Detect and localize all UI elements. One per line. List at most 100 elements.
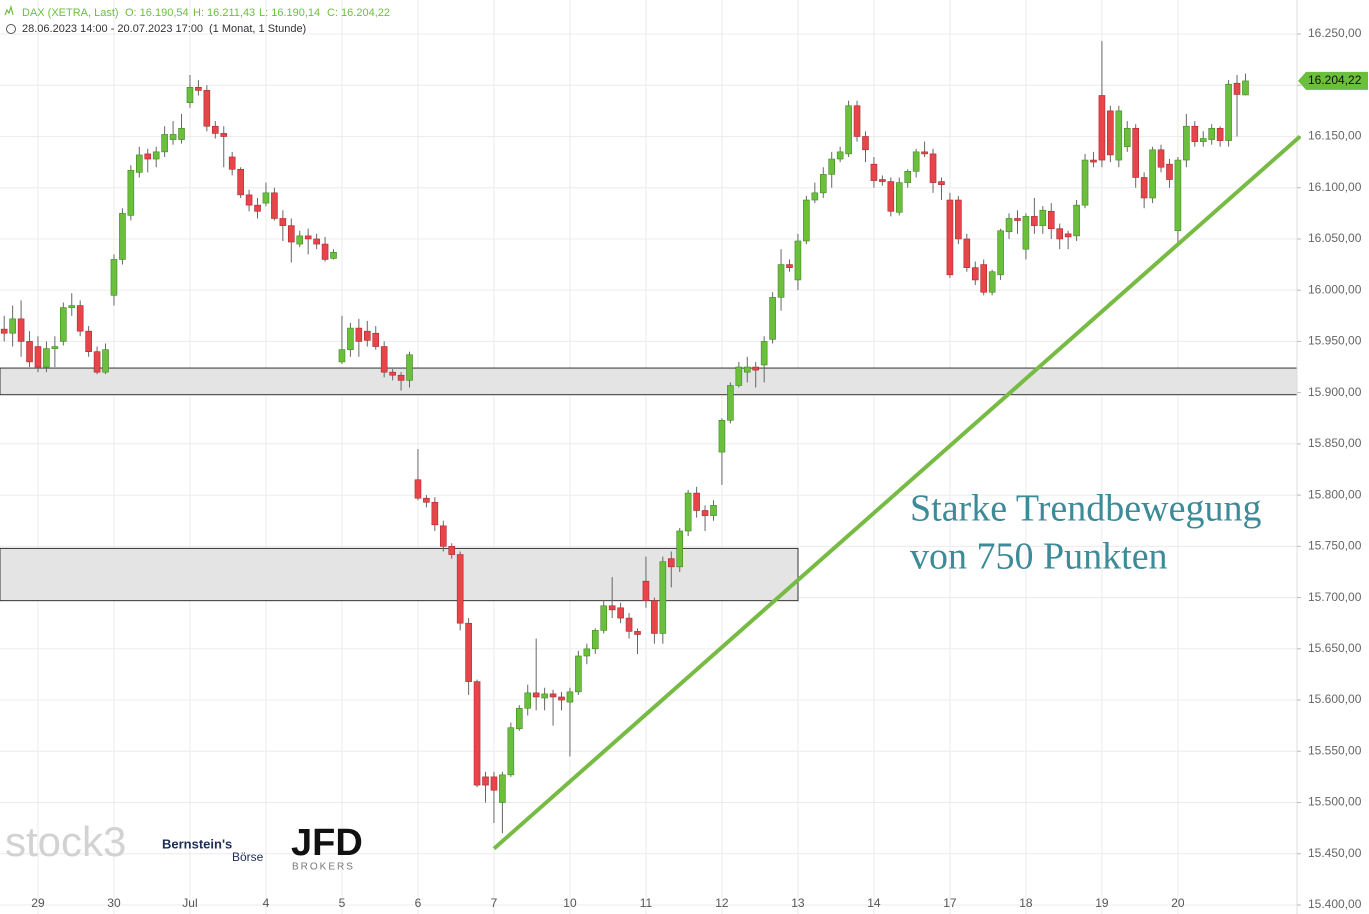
candle-body (718, 420, 726, 453)
candle-body (853, 105, 861, 137)
candle-body (659, 561, 667, 634)
annotation: von 750 Punkten (910, 536, 1168, 578)
candle-body (93, 351, 101, 373)
candle-body (1199, 138, 1207, 142)
candle-body (9, 318, 16, 334)
candle-body (406, 354, 413, 381)
candle-body (769, 297, 776, 340)
candle-body (414, 479, 422, 499)
candle-body (1191, 125, 1199, 142)
x-tick-label: 18 (1019, 896, 1033, 910)
candle-body (397, 374, 405, 381)
subtitle: 28.06.2023 14:00 - 20.07.2023 17:00 (22, 23, 203, 35)
logo-bernstein: Bernstein's (162, 836, 232, 851)
candle-body (169, 134, 177, 140)
candle-body (946, 199, 954, 276)
candle-body (1064, 233, 1072, 238)
candle-body (870, 163, 878, 181)
candle-body (684, 492, 692, 532)
x-tick-label: 30 (107, 896, 121, 910)
candle-body (541, 693, 548, 699)
candle-body (76, 305, 84, 332)
candle-body (473, 681, 481, 786)
candle-body (1098, 95, 1106, 161)
candle-body (490, 776, 498, 791)
y-tick-label: 15.600,00 (1308, 692, 1362, 706)
candle-body (532, 692, 540, 698)
candle-body (980, 264, 988, 293)
candle-body (693, 492, 700, 511)
candle-body (51, 346, 59, 349)
header: DAX (XETRA, Last) O: 16.190,54 H: 16.211… (4, 4, 390, 35)
plot-area (0, 0, 1298, 914)
candle-body (1123, 127, 1131, 148)
candle-body (634, 631, 641, 635)
candle-body (1022, 216, 1030, 250)
candle-body (819, 174, 827, 194)
candle-body (372, 332, 380, 347)
y-tick-label: 16.050,00 (1308, 231, 1362, 245)
candle-body (752, 366, 760, 371)
candle-body (507, 727, 515, 776)
candle-body (347, 327, 354, 350)
candle-body (963, 238, 971, 268)
candle-body (60, 307, 67, 342)
candle-body (811, 192, 819, 201)
x-tick-label: 10 (563, 896, 577, 910)
x-tick-label: Jul (182, 896, 197, 910)
candle-body (161, 134, 168, 153)
candle-body (363, 330, 371, 341)
clock-icon (6, 24, 16, 34)
candle-body (296, 235, 304, 245)
candle-body (1225, 83, 1232, 141)
candle-body (262, 192, 270, 204)
candle-body (355, 327, 363, 342)
candle-body (971, 267, 979, 281)
y-tick-label: 15.950,00 (1308, 334, 1362, 348)
candle-body (212, 125, 219, 134)
candle-body (338, 349, 346, 363)
candle-body (330, 251, 337, 259)
candle-body (431, 501, 439, 526)
candle-body (743, 366, 751, 373)
candle-body (499, 774, 506, 803)
y-tick-label: 15.650,00 (1308, 641, 1362, 655)
candle-body (1031, 216, 1038, 226)
candle-body (862, 136, 869, 151)
candle-body (152, 151, 160, 160)
candle-body (735, 366, 743, 386)
candle-body (760, 341, 768, 366)
candle-body (1047, 210, 1055, 230)
candle-body (119, 213, 126, 260)
candle-body (144, 153, 152, 160)
candle-body (904, 171, 912, 183)
candle-body (1149, 149, 1156, 199)
y-tick-label: 16.100,00 (1308, 180, 1362, 194)
candle-body (1081, 159, 1089, 206)
candle-body (245, 194, 253, 206)
y-tick-label: 15.800,00 (1308, 487, 1362, 501)
logo-boerse: Börse (232, 850, 264, 864)
x-tick-label: 5 (339, 896, 346, 910)
candle-body (575, 655, 582, 693)
y-tick-label: 15.550,00 (1308, 743, 1362, 757)
candle-body (237, 168, 244, 196)
annotation: Starke Trendbewegung (910, 488, 1261, 530)
candle-body (68, 305, 76, 308)
candle-body (617, 607, 624, 619)
candle-body (228, 156, 236, 170)
candle-body (1014, 218, 1021, 221)
candle-body (1208, 127, 1215, 140)
candle-body (912, 151, 920, 172)
candle-body (465, 622, 472, 682)
candle-body (600, 605, 608, 631)
y-tick-label: 15.750,00 (1308, 539, 1362, 553)
candle-body (803, 199, 810, 242)
candle-body (271, 192, 278, 219)
logo-brokers: BROKERS (292, 862, 355, 873)
candle-body (558, 696, 565, 701)
candle-body (1039, 209, 1047, 226)
candle-body (642, 580, 650, 601)
quote-low: L: 16.190,14 (259, 7, 320, 19)
